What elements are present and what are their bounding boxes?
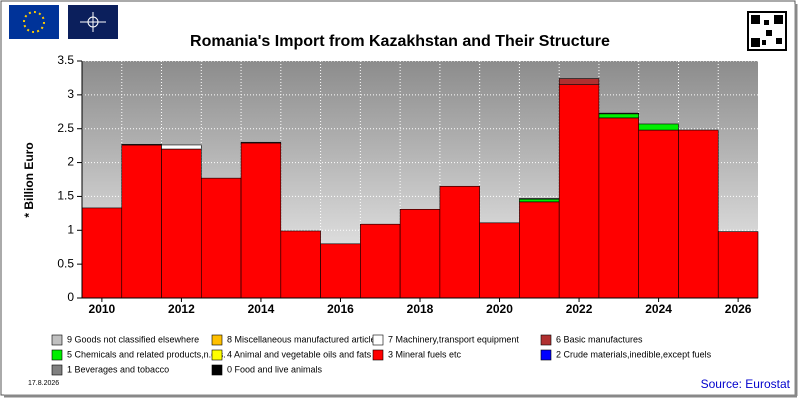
y-tick-label: 0 [67, 290, 74, 304]
x-tick-label: 2018 [407, 302, 434, 316]
bar-segment [81, 207, 123, 299]
x-tick-label: 2010 [89, 302, 116, 316]
bar-segment [240, 141, 282, 144]
bar-segment [638, 129, 679, 299]
bar-segment [360, 223, 401, 299]
bar-segment [439, 185, 480, 299]
nato-flag [68, 5, 118, 39]
legend-swatch [51, 349, 63, 361]
bar-segment [598, 117, 640, 299]
legend-swatch [211, 364, 223, 376]
x-tick-label: 2014 [248, 302, 275, 316]
legend-swatch [211, 334, 223, 346]
source: Source: Eurostat [701, 377, 791, 391]
bar-segment [678, 129, 719, 299]
y-axis-label: * Billion Euro [22, 142, 36, 217]
y-tick-label: 3 [67, 87, 74, 101]
bar-segment [558, 84, 600, 299]
bar-segment [161, 144, 202, 150]
y-tick-label: 1.5 [57, 189, 74, 203]
y-tick-label: 2.5 [57, 121, 74, 135]
legend-label: 2 Crude materials,inedible,except fuels [556, 349, 712, 359]
bar-segment [121, 143, 162, 146]
legend-label: 6 Basic manufactures [556, 334, 643, 344]
bar-segment [558, 78, 600, 85]
bar-segment [717, 231, 759, 299]
qr-code [747, 11, 787, 51]
y-tick-label: 2 [67, 155, 74, 169]
legend-label: 7 Machinery,transport equipment [388, 334, 519, 344]
legend-swatch [540, 349, 552, 361]
x-tick-label: 2022 [566, 302, 593, 316]
legend-label: 3 Mineral fuels etc [388, 349, 462, 359]
y-tick-label: 3.5 [57, 53, 74, 67]
legend-label: 8 Miscellaneous manufactured articles [227, 334, 381, 344]
bar-segment [598, 113, 640, 119]
legend-swatch [540, 334, 552, 346]
bar-segment [200, 177, 242, 299]
bar-segment [519, 198, 560, 200]
legend-swatch [211, 349, 223, 361]
bar-segment [519, 198, 560, 203]
legend-swatch [51, 334, 63, 346]
legend-label: 9 Goods not classified elsewhere [67, 334, 199, 344]
x-tick-label: 2024 [645, 302, 672, 316]
x-tick-label: 2020 [486, 302, 513, 316]
bar-segment [399, 208, 441, 299]
bar-segment [479, 222, 520, 299]
bar-segment [320, 243, 361, 299]
legend-label: 4 Animal and vegetable oils and fats [227, 349, 372, 359]
legend-swatch [51, 364, 63, 376]
legend-label: 0 Food and live animals [227, 364, 323, 374]
bar-segment [121, 144, 162, 299]
y-tick-label: 1 [67, 222, 74, 236]
date: 17.8.2026 [28, 380, 59, 387]
bar-segment [240, 142, 282, 299]
x-tick-label: 2026 [725, 302, 752, 316]
bar-segment [519, 201, 560, 299]
eu-flag [9, 5, 59, 39]
legend-label: 5 Chemicals and related products,n.e.s. [67, 349, 226, 359]
legend-swatch [372, 334, 384, 346]
bar-segment [598, 112, 640, 115]
y-tick-label: 0.5 [57, 256, 74, 270]
bar-segment [638, 123, 679, 131]
bar-segment [161, 148, 202, 299]
bar-segment [280, 230, 321, 299]
legend-label: 1 Beverages and tobacco [67, 364, 169, 374]
chart-title: Romania's Import from Kazakhstan and The… [190, 33, 610, 50]
x-tick-label: 2012 [168, 302, 195, 316]
legend-swatch [372, 349, 384, 361]
x-tick-label: 2016 [327, 302, 354, 316]
